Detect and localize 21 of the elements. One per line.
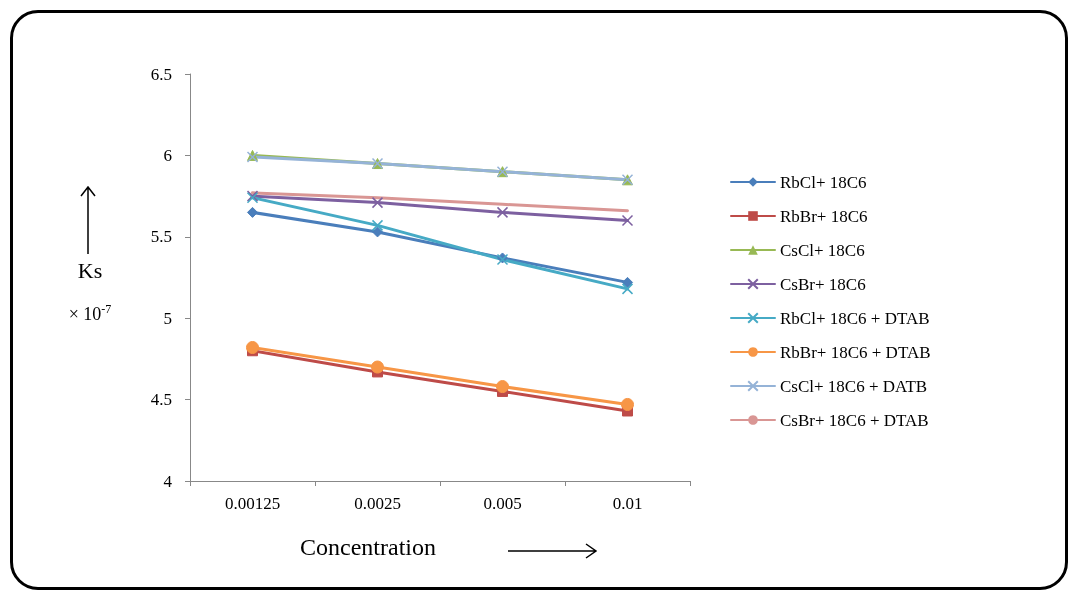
x-axis-title: Concentration: [300, 534, 436, 561]
legend-label: CsCl+ 18C6 + DATB: [780, 376, 928, 396]
y-tick-label: 4: [163, 471, 173, 491]
x-tick-label: 0.0025: [354, 494, 401, 513]
text: × 10$^{-7}$: [68, 302, 112, 324]
y-tick-label: 5: [163, 308, 172, 328]
x-tick-label: 0.005: [483, 494, 522, 513]
legend-label: CsBr+ 18C6: [780, 274, 866, 294]
x-tick-label: 0.00125: [224, 494, 281, 513]
legend-label: CsBr+ 18C6 + DTAB: [780, 410, 929, 430]
legend-label: RbBr+ 18C6: [780, 206, 868, 226]
y-tick-label: 5.5: [150, 227, 172, 247]
y-tick-label: 6.5: [150, 64, 172, 84]
x-tick-label: 0.01: [612, 494, 643, 513]
legend-label: RbBr+ 18C6 + DTAB: [780, 342, 931, 362]
legend-label: CsCl+ 18C6: [780, 240, 865, 260]
y-tick-label: 4.5: [150, 390, 172, 410]
y-tick-label: 6: [163, 145, 172, 165]
legend-label: RbCl+ 18C6 + DTAB: [780, 308, 930, 328]
y-axis-title: Ks: [76, 258, 104, 284]
legend-label: RbCl+ 18C6: [780, 172, 867, 192]
